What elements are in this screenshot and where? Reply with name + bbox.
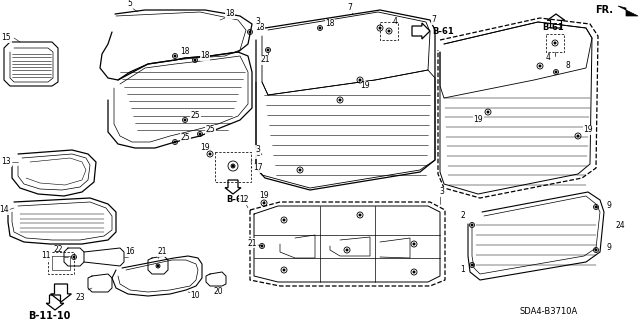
- Text: 25: 25: [205, 125, 215, 135]
- Text: B-11-10: B-11-10: [28, 311, 70, 319]
- Text: 19: 19: [583, 125, 593, 135]
- Circle shape: [339, 99, 341, 101]
- Bar: [380, 22, 398, 40]
- Circle shape: [194, 59, 196, 61]
- Text: 5: 5: [127, 0, 132, 9]
- Text: 7: 7: [348, 4, 353, 12]
- Circle shape: [319, 27, 321, 29]
- Text: 9: 9: [607, 201, 611, 210]
- Text: 14: 14: [0, 205, 9, 214]
- Text: 4: 4: [392, 18, 397, 26]
- Circle shape: [249, 31, 251, 33]
- Text: 11: 11: [41, 251, 51, 261]
- Text: B-61: B-61: [542, 24, 564, 33]
- Text: 8: 8: [566, 62, 570, 70]
- Text: 1: 1: [461, 265, 465, 275]
- Circle shape: [554, 42, 556, 44]
- Text: 4: 4: [545, 54, 550, 63]
- Text: 18: 18: [180, 48, 189, 56]
- Circle shape: [174, 55, 176, 57]
- Text: SDA4-B3710A: SDA4-B3710A: [520, 308, 579, 316]
- Text: 15: 15: [1, 33, 11, 42]
- Bar: [48, 252, 74, 274]
- Text: 3: 3: [440, 188, 444, 197]
- Circle shape: [556, 71, 557, 73]
- Text: B-61: B-61: [226, 196, 248, 204]
- Circle shape: [283, 269, 285, 271]
- Text: 16: 16: [125, 248, 135, 256]
- Polygon shape: [618, 6, 638, 16]
- Circle shape: [359, 214, 361, 216]
- Bar: [215, 152, 251, 182]
- Text: 18: 18: [255, 24, 265, 33]
- Circle shape: [157, 265, 159, 267]
- Text: 21: 21: [260, 56, 269, 64]
- Text: 25: 25: [190, 112, 200, 121]
- Circle shape: [263, 202, 265, 204]
- Text: 2: 2: [461, 211, 465, 219]
- Text: 18: 18: [225, 10, 235, 19]
- Text: 23: 23: [75, 293, 85, 302]
- Text: 18: 18: [200, 51, 210, 61]
- Text: 6: 6: [255, 150, 260, 159]
- Circle shape: [413, 243, 415, 245]
- Circle shape: [388, 30, 390, 32]
- Text: 21: 21: [157, 248, 167, 256]
- Circle shape: [577, 135, 579, 137]
- Circle shape: [174, 141, 176, 143]
- Circle shape: [268, 49, 269, 51]
- Circle shape: [379, 27, 381, 29]
- Text: B-61: B-61: [432, 26, 454, 35]
- Text: 17: 17: [253, 164, 263, 173]
- Circle shape: [199, 133, 201, 135]
- Circle shape: [232, 165, 234, 167]
- Text: 3: 3: [255, 18, 260, 26]
- Text: 18: 18: [325, 19, 335, 28]
- Text: 25: 25: [180, 133, 190, 143]
- Circle shape: [595, 206, 596, 208]
- Circle shape: [359, 79, 361, 81]
- Text: 12: 12: [239, 196, 249, 204]
- Circle shape: [283, 219, 285, 221]
- Text: 13: 13: [1, 158, 11, 167]
- Text: 21: 21: [247, 239, 257, 248]
- Text: 10: 10: [190, 291, 200, 300]
- Text: FR.: FR.: [595, 5, 613, 15]
- Text: 24: 24: [615, 220, 625, 229]
- Circle shape: [595, 249, 596, 251]
- Circle shape: [232, 165, 234, 167]
- Circle shape: [346, 249, 348, 251]
- Circle shape: [261, 245, 263, 247]
- Text: 9: 9: [607, 243, 611, 253]
- Circle shape: [413, 271, 415, 273]
- Circle shape: [209, 153, 211, 155]
- Circle shape: [471, 224, 473, 226]
- Text: 22: 22: [53, 246, 63, 255]
- Text: 7: 7: [431, 16, 436, 25]
- Circle shape: [184, 119, 186, 121]
- Circle shape: [73, 256, 75, 258]
- Text: 20: 20: [213, 287, 223, 296]
- Circle shape: [300, 169, 301, 171]
- Circle shape: [471, 264, 473, 266]
- Bar: [546, 34, 564, 52]
- Circle shape: [540, 65, 541, 67]
- Text: 19: 19: [473, 115, 483, 124]
- Text: 19: 19: [200, 143, 210, 152]
- Text: 19: 19: [259, 191, 269, 201]
- Text: 19: 19: [360, 81, 370, 91]
- Text: 3: 3: [255, 145, 260, 154]
- Circle shape: [487, 111, 489, 113]
